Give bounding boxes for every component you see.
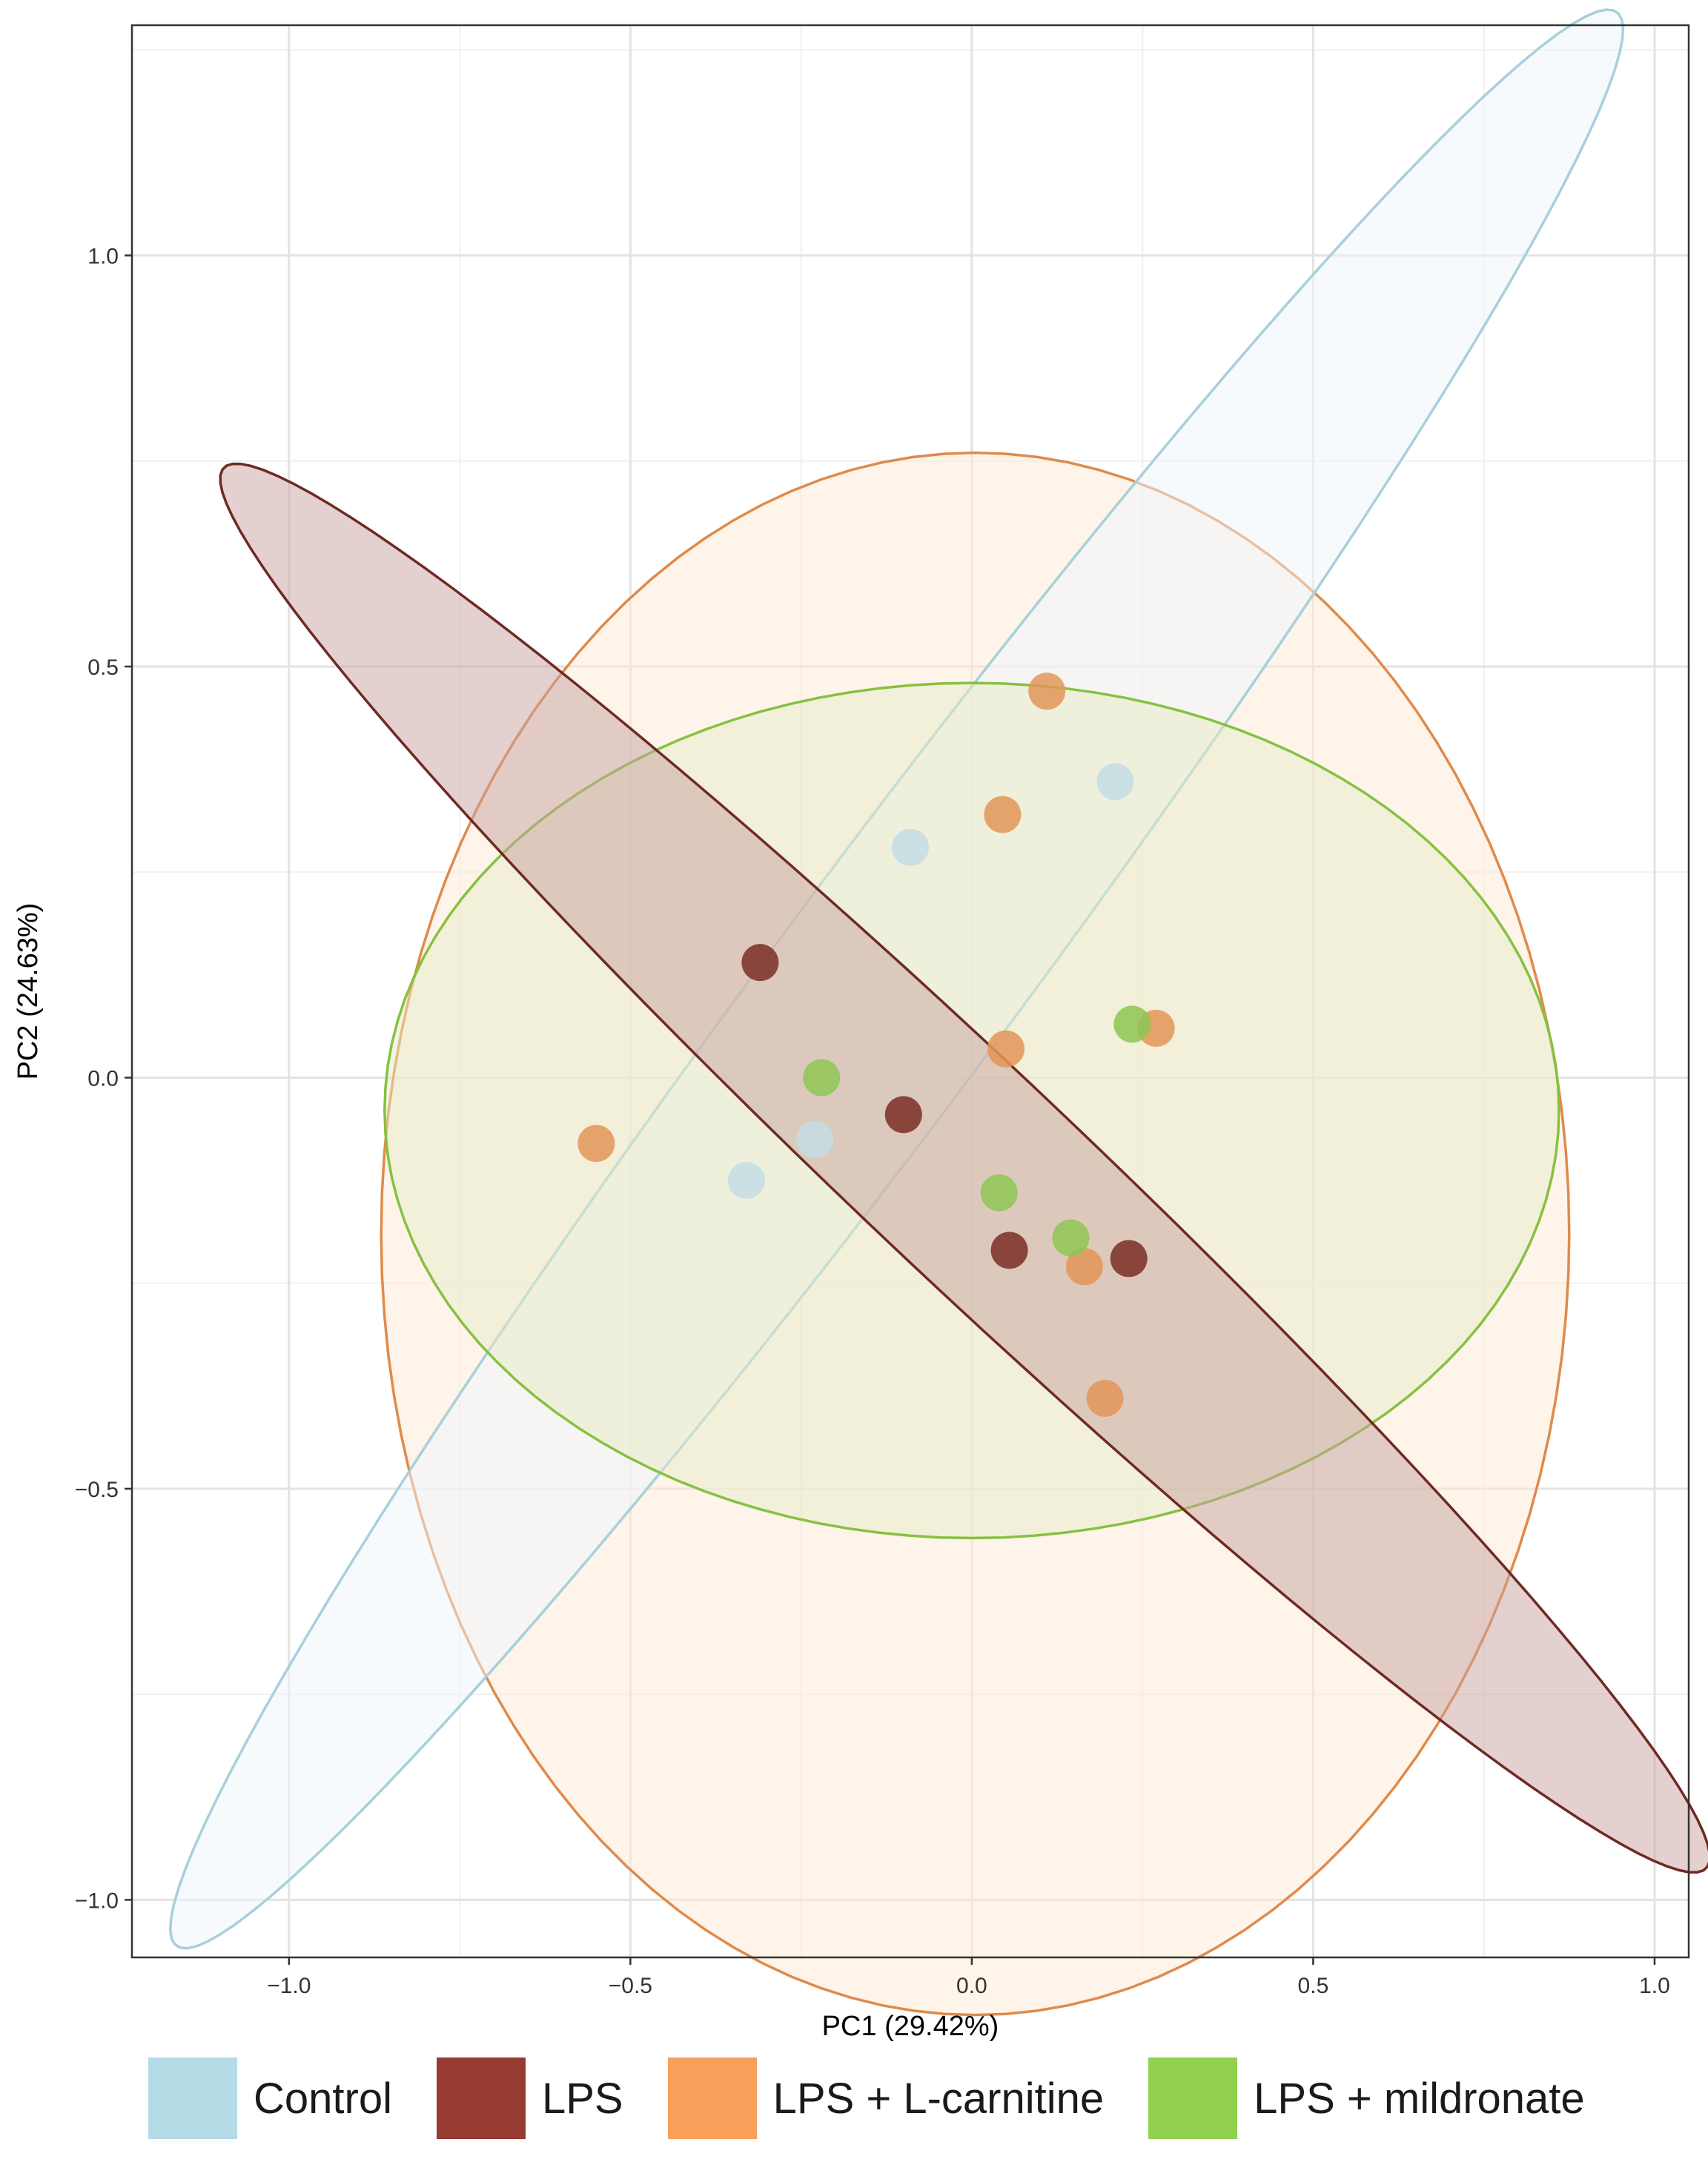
x-tick-label: −0.5 (609, 1974, 652, 1998)
x-tick-label: 0.5 (1298, 1974, 1329, 1998)
legend-label-control: Control (254, 2074, 392, 2123)
legend-item-lps-l-carnitine: LPS + L-carnitine (667, 2057, 1105, 2139)
point-lps (1110, 1240, 1148, 1277)
legend-swatch-control (148, 2057, 237, 2139)
legend: Control LPS LPS + L-carnitine LPS + mild… (148, 2054, 1629, 2143)
point-lps (884, 1096, 922, 1134)
point-lps-mildronate (803, 1059, 841, 1097)
point-lps-l-carnitine (1065, 1248, 1103, 1286)
point-lps-l-carnitine (577, 1125, 615, 1163)
point-lps-mildronate (1113, 1005, 1151, 1043)
legend-label-lps-mildronate: LPS + mildronate (1254, 2074, 1585, 2123)
legend-swatch-lps (436, 2057, 526, 2139)
legend-swatch-lps-mildronate (1148, 2057, 1238, 2139)
legend-label-lps-l-carnitine: LPS + L-carnitine (772, 2074, 1105, 2123)
ellipse-lps (219, 462, 1708, 1874)
data-points (577, 672, 1175, 1417)
axis-ticks: −1.0 −0.5 0.0 0.5 1.0 −1.0 −0.5 0.0 0.5 1.0 (75, 245, 1670, 1998)
x-tick-label: −1.0 (267, 1974, 311, 1998)
point-lps-mildronate (1052, 1219, 1090, 1257)
y-axis-title: PC2 (24.63%) (13, 903, 44, 1080)
point-control (1096, 763, 1134, 801)
y-tick-label: −1.0 (75, 1888, 119, 1913)
y-tick-label: −0.5 (75, 1478, 119, 1502)
point-lps-l-carnitine (984, 796, 1022, 833)
point-lps-l-carnitine (1028, 672, 1066, 710)
legend-item-lps: LPS (436, 2057, 623, 2139)
point-control (727, 1162, 765, 1200)
panel-border (130, 24, 1690, 1959)
x-tick-label: 0.0 (956, 1974, 987, 1998)
point-control (892, 828, 929, 866)
point-control (796, 1120, 834, 1158)
point-lps-mildronate (980, 1174, 1018, 1212)
x-tick-label: 1.0 (1639, 1974, 1670, 1998)
x-axis-title: PC1 (29.42%) (822, 2011, 999, 2042)
point-lps (741, 944, 779, 982)
point-lps-l-carnitine (1086, 1379, 1124, 1417)
legend-item-lps-mildronate: LPS + mildronate (1148, 2057, 1585, 2139)
y-tick-label: 1.0 (87, 245, 119, 269)
point-lps-l-carnitine (987, 1030, 1025, 1068)
legend-label-lps: LPS (541, 2074, 623, 2123)
legend-swatch-lps-l-carnitine (667, 2057, 757, 2139)
legend-item-control: Control (148, 2057, 392, 2139)
y-tick-label: 0.5 (87, 655, 119, 680)
y-tick-label: 0.0 (87, 1066, 119, 1091)
point-lps (990, 1232, 1028, 1269)
confidence-ellipses (168, 8, 1708, 2017)
